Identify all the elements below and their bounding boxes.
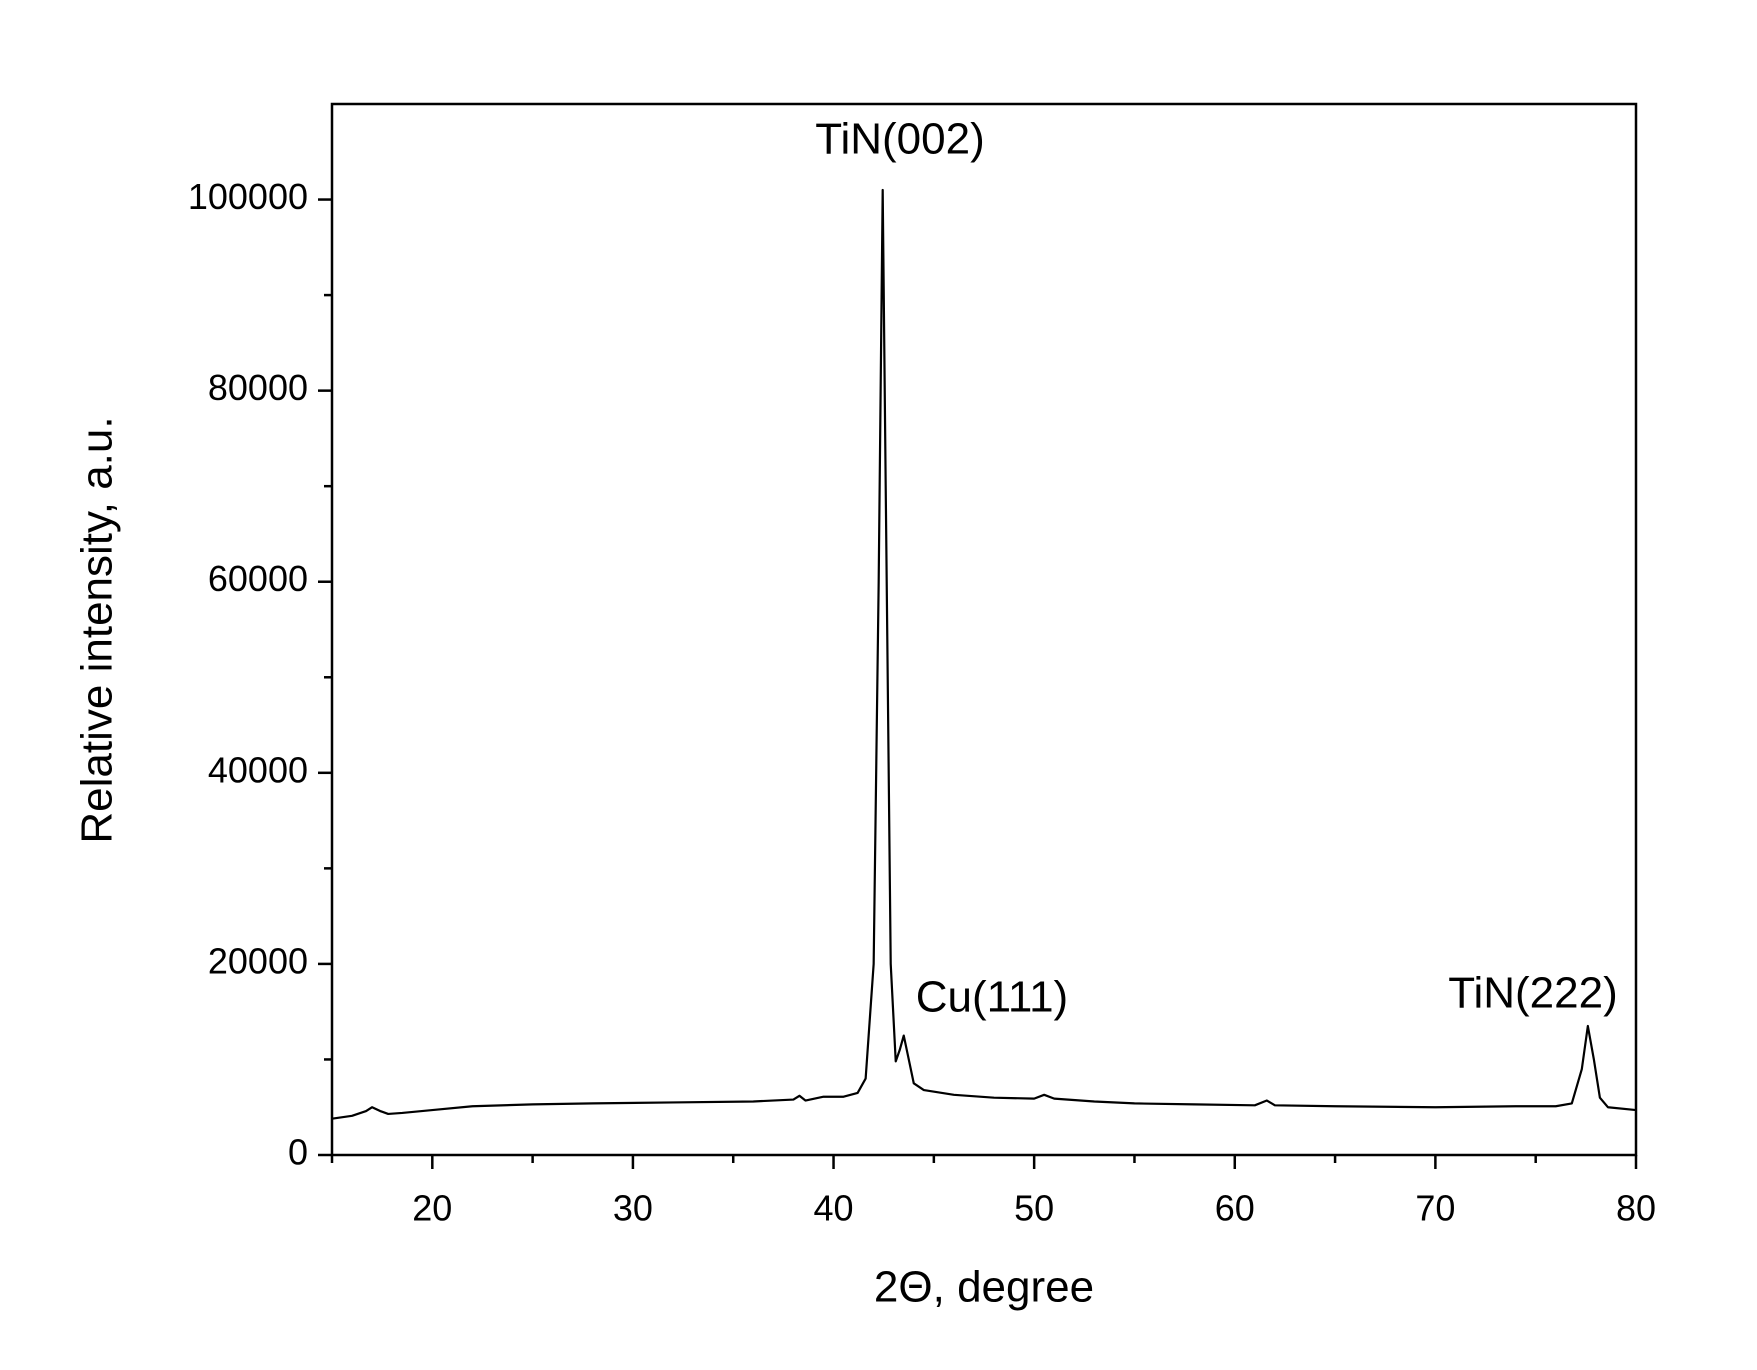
x-axis-title: 2Θ, degree [874,1263,1094,1312]
y-tick-label: 80000 [208,367,308,408]
data-line [331,188,1637,1120]
x-tick-label: 40 [814,1188,854,1229]
annotation: TiN(002) [815,115,985,164]
x-tick-label: 80 [1616,1188,1656,1229]
x-tick-label: 20 [412,1188,452,1229]
y-axis-title: Relative intensity, a.u. [73,416,122,843]
x-tick-label: 60 [1215,1188,1255,1229]
x-tick-label: 50 [1014,1188,1054,1229]
annotation: Cu(111) [916,973,1068,1022]
annotation: TiN(222) [1448,969,1618,1018]
y-tick-label: 0 [288,1132,308,1173]
y-tick-label: 20000 [208,940,308,981]
y-tick-label: 40000 [208,749,308,790]
plot-frame [330,102,1638,1157]
x-tick-label: 70 [1415,1188,1455,1229]
x-tick-label: 30 [613,1188,653,1229]
y-tick-label: 60000 [208,558,308,599]
y-tick-label: 100000 [188,176,308,217]
